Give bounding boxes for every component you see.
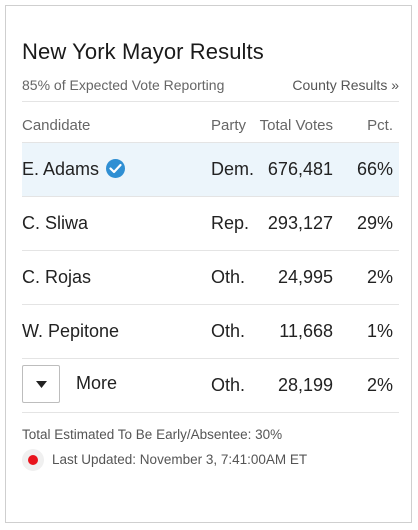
header-party: Party	[211, 117, 247, 134]
divider	[22, 142, 399, 143]
expand-more-button[interactable]	[22, 365, 60, 403]
table-row: C. Sliwa Rep. 293,127 29%	[22, 197, 399, 250]
party: Oth.	[211, 375, 246, 395]
header-candidate: Candidate	[22, 117, 91, 134]
live-indicator-icon	[22, 449, 44, 471]
total-votes: 293,127	[267, 213, 333, 233]
reporting-status: 85% of Expected Vote Reporting	[22, 77, 225, 93]
table-header: Candidate Party Total Votes Pct.	[22, 117, 399, 139]
table-row-more: More Oth. 28,199 2%	[22, 359, 399, 412]
early-absentee-note: Total Estimated To Be Early/Absentee: 30…	[22, 427, 283, 442]
divider	[22, 358, 399, 359]
pct: 2%	[366, 267, 393, 287]
more-label[interactable]: More	[76, 373, 118, 393]
results-card: New York Mayor Results 85% of Expected V…	[5, 5, 412, 523]
party: Rep.	[211, 213, 250, 233]
pct: 1%	[366, 321, 393, 341]
pct: 66%	[356, 159, 393, 179]
table-row: C. Rojas Oth. 24,995 2%	[22, 251, 399, 304]
total-votes: 676,481	[267, 159, 333, 179]
last-updated-text: Last Updated: November 3, 7:41:00AM ET	[52, 452, 308, 467]
candidate-name: C. Rojas	[22, 267, 92, 287]
table-row: W. Pepitone Oth. 11,668 1%	[22, 305, 399, 358]
caret-down-icon	[36, 381, 47, 388]
total-votes: 11,668	[279, 321, 333, 341]
pct: 29%	[356, 213, 393, 233]
candidate-name: C. Sliwa	[22, 213, 89, 233]
party: Dem.	[211, 159, 255, 179]
table-row-winner: E. Adams Dem. 676,481 66%	[22, 143, 399, 196]
page-title: New York Mayor Results	[22, 39, 264, 64]
total-votes: 28,199	[277, 375, 333, 395]
party: Oth.	[211, 267, 246, 287]
winner-check-icon	[106, 159, 126, 178]
divider	[22, 196, 399, 197]
divider	[22, 304, 399, 305]
subheader: 85% of Expected Vote Reporting County Re…	[22, 77, 399, 99]
county-results-link[interactable]: County Results »	[292, 77, 399, 93]
candidate-name: E. Adams	[22, 159, 100, 179]
divider	[22, 101, 399, 102]
party: Oth.	[211, 321, 246, 341]
pct: 2%	[366, 375, 393, 395]
candidate-name: W. Pepitone	[22, 321, 120, 341]
divider	[22, 250, 399, 251]
header-pct: Pct.	[367, 117, 393, 134]
total-votes: 24,995	[277, 267, 333, 287]
header-total-votes: Total Votes	[259, 117, 333, 134]
divider	[22, 412, 399, 413]
